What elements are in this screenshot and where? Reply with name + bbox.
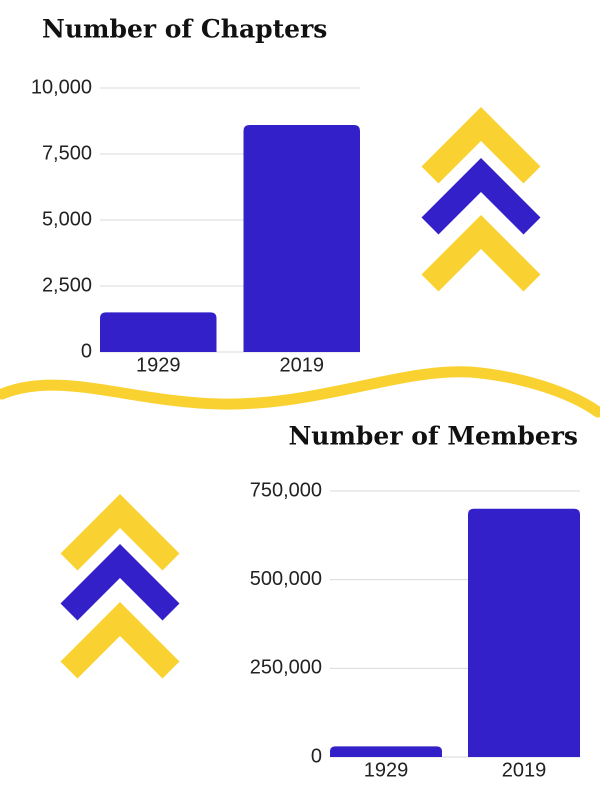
chevrons <box>421 107 541 292</box>
y-tick-label: 750,000 <box>250 479 322 501</box>
y-tick-label: 5,000 <box>42 208 92 230</box>
x-tick-label: 2019 <box>502 759 547 781</box>
x-tick-label: 1929 <box>364 759 409 781</box>
y-tick-label: 0 <box>311 745 322 767</box>
brush-stroke <box>0 366 600 418</box>
x-tick-label: 1929 <box>136 354 181 376</box>
y-tick-label: 500,000 <box>250 568 322 590</box>
y-tick-label: 10,000 <box>31 76 92 98</box>
bar <box>468 508 580 757</box>
chart-title: Number of Members <box>288 422 578 451</box>
y-tick-label: 2,500 <box>42 274 92 296</box>
y-tick-label: 0 <box>81 340 92 362</box>
bar <box>100 312 217 352</box>
chart-title: Number of Chapters <box>42 15 327 44</box>
x-tick-label: 2019 <box>280 354 325 376</box>
y-tick-label: 7,500 <box>42 142 92 164</box>
bar <box>243 124 360 353</box>
y-tick-label: 250,000 <box>250 657 322 679</box>
chevrons <box>60 494 180 679</box>
bar <box>330 746 442 757</box>
